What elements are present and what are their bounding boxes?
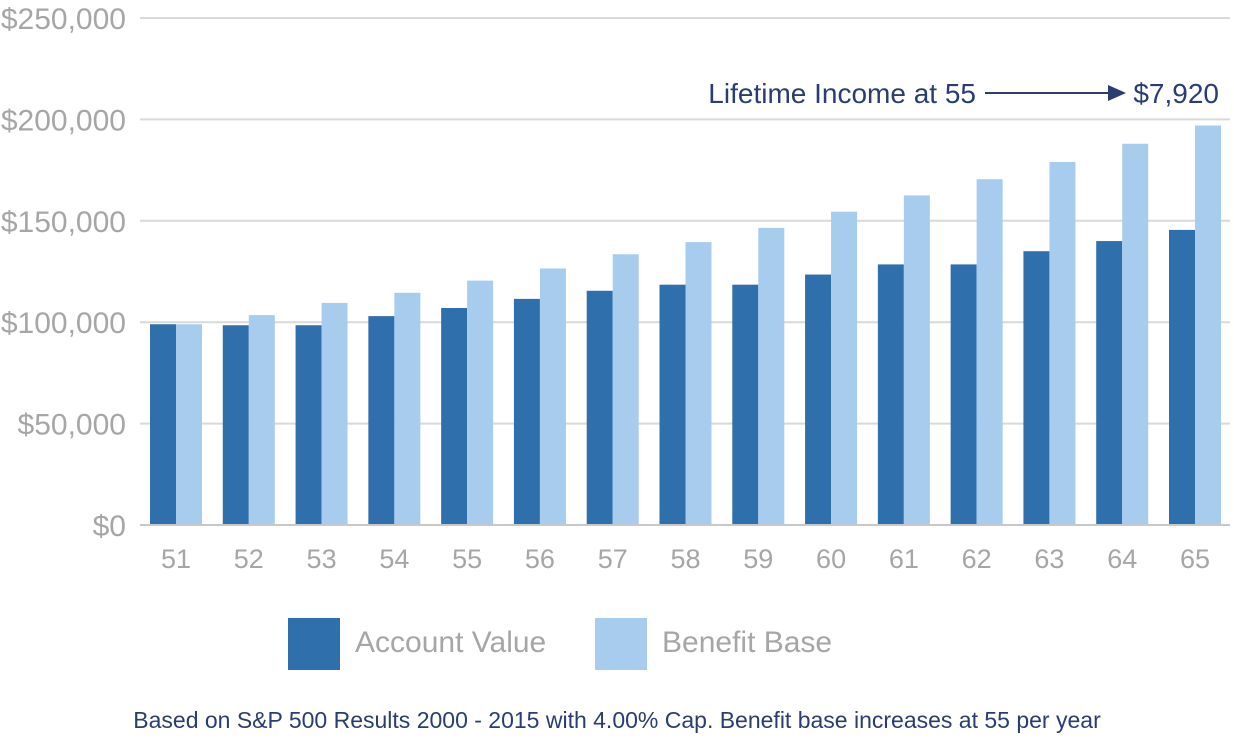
legend-swatch-account-value [288, 618, 340, 670]
x-tick-label: 59 [743, 544, 773, 574]
annotation-label: Lifetime Income at 55 [708, 78, 976, 109]
legend-label-account-value: Account Value [355, 626, 546, 659]
bar-account-value [441, 308, 468, 525]
bar-benefit-base [176, 324, 202, 525]
x-tick-label: 54 [379, 544, 409, 574]
y-tick-label: $100,000 [1, 307, 126, 340]
y-tick-label: $200,000 [1, 104, 126, 137]
bar-account-value [950, 264, 977, 525]
bar-account-value [150, 324, 176, 525]
bar-benefit-base [685, 242, 712, 525]
bar-benefit-base [758, 227, 785, 525]
bar-benefit-base [467, 280, 494, 525]
x-tick-label: 65 [1180, 544, 1210, 574]
x-tick-label: 51 [161, 544, 191, 574]
bar-account-value [732, 284, 759, 525]
x-tick-label: 60 [816, 544, 846, 574]
bars [150, 125, 1221, 525]
footnote: Based on S&P 500 Results 2000 - 2015 wit… [133, 707, 1101, 733]
bar-benefit-base [831, 211, 858, 525]
x-tick-label: 57 [598, 544, 628, 574]
x-tick-label: 53 [307, 544, 337, 574]
bar-account-value [1023, 251, 1050, 525]
x-tick-label: 56 [525, 544, 555, 574]
x-tick-label: 61 [889, 544, 919, 574]
bar-benefit-base [976, 179, 1003, 525]
bar-account-value [877, 264, 904, 525]
bar-benefit-base [1049, 161, 1076, 525]
y-tick-label: $50,000 [18, 409, 126, 442]
bar-benefit-base [1122, 143, 1149, 525]
annotation: Lifetime Income at 55 $7,920 [708, 78, 1219, 109]
legend: Account Value Benefit Base [288, 618, 832, 670]
x-tick-label: 58 [670, 544, 700, 574]
bar-benefit-base [903, 195, 930, 525]
bar-account-value [659, 284, 686, 525]
bar-account-value [513, 298, 540, 525]
bar-account-value [1169, 229, 1195, 525]
y-tick-label: $250,000 [1, 3, 126, 36]
legend-label-benefit-base: Benefit Base [662, 626, 832, 659]
bar-benefit-base [394, 292, 421, 525]
bar-account-value [222, 325, 249, 525]
y-tick-label: $150,000 [1, 206, 126, 239]
bar-account-value [586, 290, 613, 525]
x-tick-label: 63 [1034, 544, 1064, 574]
x-tick-label: 55 [452, 544, 482, 574]
y-axis-ticks: $0 $50,000 $100,000 $150,000 $200,000 $250,00… [1, 3, 126, 543]
x-axis-ticks: 51 52 53 54 55 56 57 58 59 60 61 62 63 64 65 [161, 544, 1210, 574]
annotation-value: $7,920 [1133, 78, 1219, 109]
bar-account-value [295, 325, 322, 525]
y-tick-label: $0 [93, 510, 126, 543]
bar-benefit-base [321, 302, 348, 525]
legend-swatch-benefit-base [595, 618, 647, 670]
bar-account-value [1096, 241, 1123, 525]
x-tick-label: 52 [234, 544, 264, 574]
bar-account-value [368, 316, 395, 525]
x-tick-label: 62 [962, 544, 992, 574]
bar-benefit-base [1195, 125, 1221, 525]
bar-account-value [805, 274, 832, 525]
arrow-right-icon [1108, 85, 1126, 101]
bar-benefit-base [539, 268, 566, 525]
bar-benefit-base [612, 254, 639, 525]
bar-benefit-base [248, 315, 275, 525]
x-tick-label: 64 [1107, 544, 1137, 574]
